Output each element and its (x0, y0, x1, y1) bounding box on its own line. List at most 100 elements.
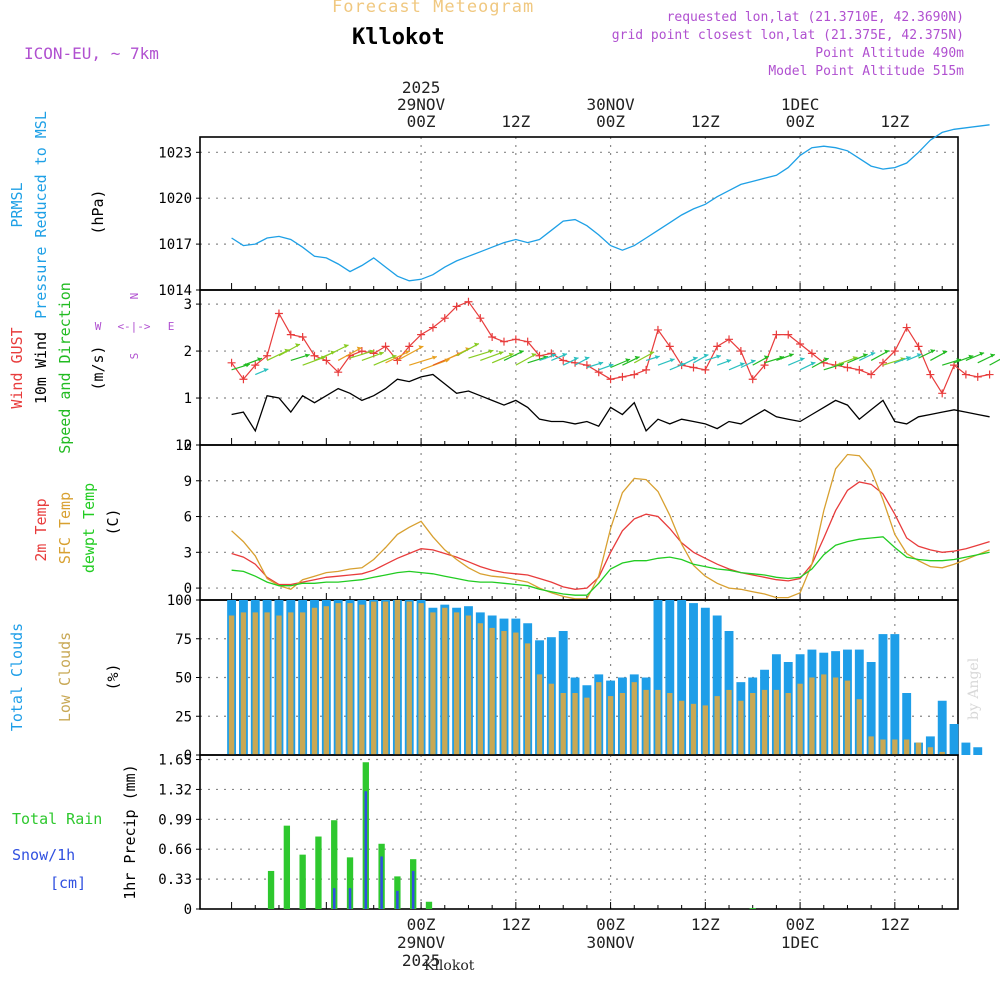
gust-marker (511, 335, 520, 344)
gust-marker (973, 372, 982, 381)
wind-direction-arrow (302, 356, 327, 366)
location-title: Kllokot (352, 25, 445, 50)
low-cloud-bar (347, 603, 353, 755)
y-tick-label: 50 (175, 671, 192, 687)
rain-bar (749, 908, 756, 909)
wind-arrow-head (692, 356, 698, 361)
wind-arrow-head (870, 351, 876, 356)
total-clouds-label: Total Clouds (8, 623, 26, 731)
wind-arrow-head (518, 349, 524, 354)
gust-marker (642, 365, 651, 374)
wind-direction-arrow (468, 349, 494, 359)
y-tick-label: 0 (184, 902, 192, 918)
wind-arrow-head (378, 351, 384, 356)
low-cloud-bar (453, 612, 460, 755)
top-time-label: 00Z (407, 112, 436, 131)
total-cloud-bar (902, 693, 912, 755)
low-cloud-bar (915, 742, 922, 755)
y-tick-label: 1 (184, 391, 192, 407)
wind-arrow-head (862, 353, 868, 358)
precip-unit-label: 1hr Precip (mm) (121, 764, 139, 899)
total-cloud-bar (878, 634, 888, 755)
low-cloud-bar (536, 674, 543, 755)
y-tick-label: 9 (184, 474, 192, 490)
wind-arrow-head (788, 353, 794, 358)
low-cloud-bar (761, 689, 768, 755)
low-cloud-bar (560, 693, 566, 755)
total-cloud-bar (677, 600, 687, 755)
rain-bar (331, 820, 338, 909)
gust-marker (405, 342, 414, 351)
low-cloud-bar (572, 693, 578, 755)
low-cloud-bar (430, 612, 436, 755)
bottom-year: 2025 (402, 951, 441, 970)
pressure-unit-label: (hPa) (89, 189, 107, 234)
wind-arrow-head (598, 361, 604, 366)
low-cloud-bar (323, 606, 329, 755)
total-cloud-bar (890, 634, 900, 755)
rain-bar (267, 870, 275, 909)
top-year: 2025 (402, 78, 441, 97)
gust-marker (298, 332, 307, 341)
low-cloud-bar (844, 680, 851, 755)
top-day-label: 1DEC (781, 95, 820, 114)
panel-wind: 0 1 2 3 (184, 289, 1000, 454)
point-altitude: Point Altitude 490m (815, 46, 964, 61)
rain-bar (299, 854, 306, 909)
wind-direction-arrow (385, 350, 410, 364)
dewpt-line (231, 536, 990, 596)
wind-arrow-head (391, 354, 397, 359)
rain-bar (283, 825, 291, 909)
snow-bar (364, 791, 368, 909)
panel-frame (199, 754, 959, 910)
gust-marker (417, 330, 426, 339)
low-cloud-bar (619, 693, 626, 755)
gust-marker (713, 342, 722, 351)
gust-marker (618, 372, 627, 381)
gust-marker (274, 309, 283, 318)
total-cloud-bar (961, 742, 971, 755)
gust-marker (878, 358, 887, 367)
compass-east: E (168, 320, 175, 333)
wind-arrow-head (356, 346, 362, 351)
bottom-day-label: 30NOV (586, 933, 635, 952)
wind-arrow-head (562, 352, 568, 357)
top-time-label: 00Z (596, 112, 625, 131)
y-tick-label: 25 (175, 709, 192, 725)
wind-direction-arrow (373, 354, 397, 366)
y-tick-label: 12 (175, 438, 192, 454)
low-cloud-bar (773, 689, 780, 755)
pressure-label-prmsl: PRMSL (8, 182, 26, 227)
wind-arrow-head (956, 358, 962, 363)
top-time-label: 12Z (880, 112, 909, 131)
requested-coords: requested lon,lat (21.3710E, 42.3690N) (666, 10, 964, 25)
low-cloud-bar (335, 603, 341, 755)
low-cloud-bar (667, 693, 673, 755)
wind-arrow-head (531, 352, 537, 357)
gust-marker (476, 314, 485, 323)
gust-marker (796, 340, 805, 349)
gust-marker (725, 335, 734, 344)
bottom-time-label: 00Z (407, 915, 436, 934)
wind-arrow-head (930, 349, 936, 354)
low-cloud-bar (726, 689, 732, 755)
wind-arrow-head (263, 368, 269, 373)
snow-bar (348, 888, 352, 909)
low-cloud-bar (299, 612, 306, 755)
wind-arrow-head (473, 342, 479, 347)
low-cloud-bar (714, 696, 720, 755)
gust-marker (938, 389, 947, 398)
panel-pressure: 1014 1017 1020 1023 (158, 124, 990, 299)
wind-10m-label: 10m Wind (32, 332, 50, 404)
wind-arrow-head (654, 355, 660, 360)
wind-arrow-head (625, 358, 631, 363)
low-cloud-bar (904, 739, 910, 755)
bottom-time-label: 00Z (596, 915, 625, 934)
gust-marker (334, 368, 343, 377)
wind-arrow-head (852, 356, 858, 361)
wind-direction-arrow (409, 356, 438, 366)
panel-clouds: 0 25 50 75 100 (167, 593, 983, 764)
low-cloud-bar (939, 751, 945, 755)
low-cloud-bar (690, 703, 697, 755)
wind-arrow-head (669, 358, 675, 363)
